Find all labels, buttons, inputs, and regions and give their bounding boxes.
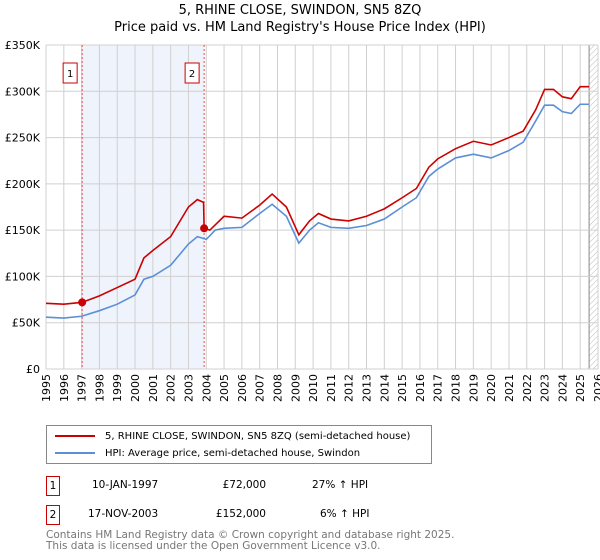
x-tick-label: 2020 bbox=[485, 374, 498, 402]
y-tick-label: £150K bbox=[5, 224, 41, 237]
y-tick-label: £350K bbox=[5, 39, 41, 52]
legend-label: HPI: Average price, semi-detached house,… bbox=[105, 447, 361, 459]
sale-point bbox=[78, 298, 87, 307]
hpi-line bbox=[45, 103, 590, 319]
transaction-date: 10-JAN-1997 bbox=[92, 479, 159, 491]
footer-licence: This data is licensed under the Open Gov… bbox=[46, 540, 381, 552]
x-tick-label: 2026 bbox=[592, 374, 600, 402]
x-tick-label: 2014 bbox=[378, 374, 391, 402]
y-tick-label: £300K bbox=[5, 85, 41, 98]
x-tick-label: 2022 bbox=[521, 374, 534, 402]
x-tick-label: 2012 bbox=[343, 374, 356, 402]
x-tick-label: 2024 bbox=[556, 374, 569, 402]
legend-label: 5, RHINE CLOSE, SWINDON, SN5 8ZQ (semi-d… bbox=[105, 430, 411, 442]
x-tick-label: 2007 bbox=[254, 374, 267, 402]
legend: 5, RHINE CLOSE, SWINDON, SN5 8ZQ (semi-d… bbox=[46, 425, 432, 464]
x-tick-label: 2015 bbox=[396, 374, 409, 402]
x-tick-label: 2016 bbox=[414, 374, 427, 402]
x-tick-label: 2001 bbox=[147, 374, 160, 402]
x-tick-label: 2006 bbox=[236, 374, 249, 402]
x-tick-label: 2003 bbox=[182, 374, 195, 402]
sale-badge-label: 2 bbox=[189, 69, 195, 80]
x-tick-label: 2019 bbox=[467, 374, 480, 402]
transaction-hpi: 6% ↑ HPI bbox=[320, 508, 370, 520]
y-tick-label: £100K bbox=[5, 270, 41, 283]
x-tick-label: 1998 bbox=[93, 374, 106, 402]
transaction-price: £152,000 bbox=[215, 508, 266, 520]
x-tick-label: 2000 bbox=[129, 374, 142, 402]
x-tick-label: 2025 bbox=[574, 374, 587, 402]
x-tick-label: 2002 bbox=[165, 374, 178, 402]
transaction-hpi: 27% ↑ HPI bbox=[312, 479, 369, 491]
y-tick-label: £200K bbox=[5, 178, 41, 191]
transaction-badge: 2 bbox=[46, 505, 60, 525]
x-tick-label: 2005 bbox=[218, 374, 231, 402]
sale-badge bbox=[184, 62, 200, 84]
x-tick-label: 2013 bbox=[361, 374, 374, 402]
price-chart: 1995 1996 1997 1998 1999 2000 2001 2002 2003 2004… bbox=[5, 39, 600, 402]
legend-item-hpi: HPI: Average price, semi-detached house,… bbox=[55, 445, 360, 461]
footer-copyright: Contains HM Land Registry data © Crown c… bbox=[46, 529, 455, 541]
x-tick-label: 2008 bbox=[271, 374, 284, 402]
chart-title: 5, RHINE CLOSE, SWINDON, SN5 8ZQ bbox=[178, 3, 422, 18]
x-tick-label: 2011 bbox=[325, 374, 338, 402]
transaction-price: £72,000 bbox=[222, 479, 266, 491]
chart-subtitle: Price paid vs. HM Land Registry's House … bbox=[114, 20, 486, 35]
forecast-hatch bbox=[589, 45, 598, 369]
y-tick-label: £250K bbox=[5, 132, 41, 145]
x-tick-label: 1995 bbox=[40, 374, 53, 402]
sale-badge-label: 1 bbox=[67, 69, 73, 80]
x-tick-label: 2018 bbox=[450, 374, 463, 402]
sale-badge bbox=[62, 62, 78, 84]
transaction-badge: 1 bbox=[46, 476, 60, 496]
x-tick-label: 2021 bbox=[503, 374, 516, 402]
x-tick-label: 1997 bbox=[76, 374, 89, 402]
x-tick-label: 1999 bbox=[111, 374, 124, 402]
sale-period-shading bbox=[82, 45, 205, 369]
x-tick-label: 2010 bbox=[307, 374, 320, 402]
transaction-date: 17-NOV-2003 bbox=[88, 508, 159, 520]
sale-point bbox=[200, 224, 209, 233]
y-tick-label: £0 bbox=[26, 363, 40, 376]
footer: Contains HM Land Registry data © Crown c… bbox=[46, 530, 454, 552]
property-price-line bbox=[45, 85, 590, 306]
x-tick-label: 2004 bbox=[200, 374, 213, 402]
legend-item-property: 5, RHINE CLOSE, SWINDON, SN5 8ZQ (semi-d… bbox=[55, 428, 410, 444]
x-tick-label: 2009 bbox=[289, 374, 302, 402]
x-tick-label: 2023 bbox=[539, 374, 552, 402]
x-tick-label: 1996 bbox=[58, 374, 71, 402]
y-tick-label: £50K bbox=[12, 317, 41, 330]
x-tick-label: 2017 bbox=[432, 374, 445, 402]
